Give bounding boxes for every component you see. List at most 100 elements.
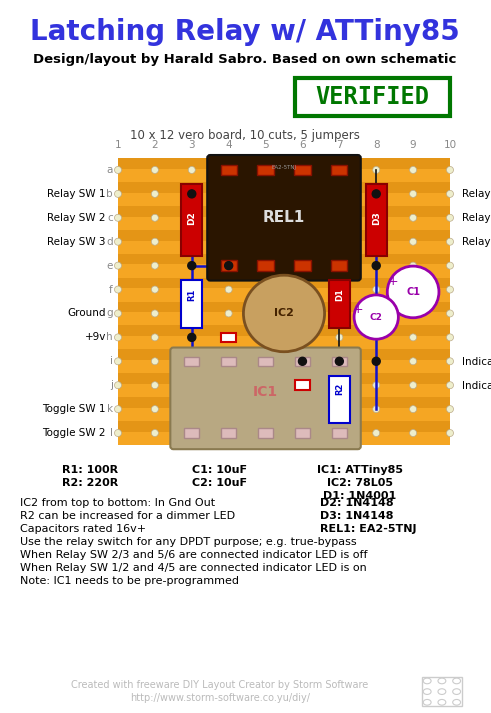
Text: +9v: +9v — [84, 332, 106, 342]
Circle shape — [114, 358, 121, 365]
Text: D2: D2 — [187, 211, 196, 225]
Circle shape — [188, 238, 195, 245]
Text: C2: C2 — [370, 312, 382, 322]
Circle shape — [114, 406, 121, 413]
Bar — [295, 356, 310, 366]
Text: 1: 1 — [115, 140, 121, 150]
Circle shape — [336, 190, 343, 198]
Text: VERIFIED: VERIFIED — [316, 85, 430, 109]
Bar — [185, 429, 199, 438]
Bar — [118, 325, 450, 336]
Circle shape — [373, 381, 380, 389]
Circle shape — [114, 310, 121, 317]
Circle shape — [336, 334, 343, 341]
Text: 4: 4 — [225, 140, 232, 150]
Circle shape — [188, 190, 195, 198]
Circle shape — [446, 262, 454, 269]
Text: f: f — [109, 284, 113, 294]
Text: IC2: IC2 — [274, 309, 294, 319]
Circle shape — [336, 215, 343, 221]
Bar — [221, 356, 236, 366]
Text: IC1: ATTiny85: IC1: ATTiny85 — [317, 465, 403, 475]
Circle shape — [262, 381, 269, 389]
Bar — [185, 356, 199, 366]
Text: g: g — [107, 309, 113, 319]
Bar — [118, 397, 450, 408]
Circle shape — [262, 215, 269, 221]
Text: IC1: IC1 — [253, 386, 278, 399]
Bar — [257, 165, 273, 175]
Text: Created with freeware DIY Layout Creator by Storm Software: Created with freeware DIY Layout Creator… — [71, 680, 369, 690]
Bar — [118, 158, 450, 445]
Circle shape — [299, 190, 306, 198]
Circle shape — [151, 310, 159, 317]
Bar — [182, 280, 202, 328]
Circle shape — [262, 190, 269, 198]
Circle shape — [188, 358, 195, 365]
Circle shape — [188, 166, 195, 173]
Circle shape — [373, 215, 380, 221]
Text: Relay SW 5: Relay SW 5 — [462, 212, 491, 222]
Bar — [182, 184, 202, 256]
Circle shape — [225, 406, 232, 413]
Text: a: a — [107, 165, 113, 175]
Circle shape — [225, 262, 233, 270]
Circle shape — [409, 190, 416, 198]
Bar — [366, 184, 386, 256]
Text: 10 x 12 vero board, 10 cuts, 5 jumpers: 10 x 12 vero board, 10 cuts, 5 jumpers — [130, 128, 360, 141]
Bar — [258, 429, 273, 438]
Circle shape — [151, 286, 159, 293]
Text: 2: 2 — [152, 140, 158, 150]
Bar — [118, 254, 450, 265]
Circle shape — [299, 166, 306, 173]
Bar — [118, 421, 450, 432]
Bar — [294, 165, 311, 175]
Circle shape — [336, 286, 343, 293]
Circle shape — [373, 238, 380, 245]
Circle shape — [225, 215, 232, 221]
Circle shape — [354, 295, 398, 339]
Circle shape — [188, 334, 195, 341]
Circle shape — [299, 238, 306, 245]
Circle shape — [188, 429, 195, 436]
Circle shape — [225, 238, 232, 245]
Text: +: + — [387, 275, 398, 287]
Circle shape — [335, 357, 343, 365]
Text: Use the relay switch for any DPDT purpose; e.g. true-bypass: Use the relay switch for any DPDT purpos… — [20, 537, 356, 547]
Circle shape — [114, 166, 121, 173]
Circle shape — [409, 358, 416, 365]
Circle shape — [336, 262, 343, 269]
Circle shape — [114, 238, 121, 245]
Text: R2 can be increased for a dimmer LED: R2 can be increased for a dimmer LED — [20, 511, 235, 521]
Circle shape — [409, 215, 416, 221]
Circle shape — [299, 357, 306, 365]
Circle shape — [387, 266, 439, 318]
Text: When Relay SW 2/3 and 5/6 are connected indicator LED is off: When Relay SW 2/3 and 5/6 are connected … — [20, 550, 367, 560]
Bar — [295, 381, 310, 390]
Text: IC2 from top to bottom: In Gnd Out: IC2 from top to bottom: In Gnd Out — [20, 498, 215, 508]
Circle shape — [446, 358, 454, 365]
Circle shape — [151, 166, 159, 173]
Circle shape — [409, 429, 416, 436]
Circle shape — [336, 429, 343, 436]
Circle shape — [188, 262, 196, 270]
Circle shape — [114, 190, 121, 198]
Text: Design/layout by Harald Sabro. Based on own schematic: Design/layout by Harald Sabro. Based on … — [33, 53, 457, 66]
Bar — [118, 230, 450, 240]
Circle shape — [336, 358, 343, 365]
Circle shape — [336, 406, 343, 413]
Bar — [220, 260, 237, 271]
Text: Relay SW 6: Relay SW 6 — [462, 237, 491, 247]
Text: Relay SW 4: Relay SW 4 — [462, 189, 491, 199]
Ellipse shape — [244, 275, 325, 352]
Text: k: k — [107, 404, 113, 414]
Circle shape — [446, 215, 454, 221]
Circle shape — [225, 262, 232, 269]
Circle shape — [299, 215, 306, 221]
Text: R2: R2 — [335, 383, 344, 395]
Circle shape — [188, 190, 196, 198]
Text: D1: D1 — [335, 288, 344, 301]
Circle shape — [446, 429, 454, 436]
Text: C1: C1 — [406, 287, 420, 297]
Circle shape — [336, 166, 343, 173]
